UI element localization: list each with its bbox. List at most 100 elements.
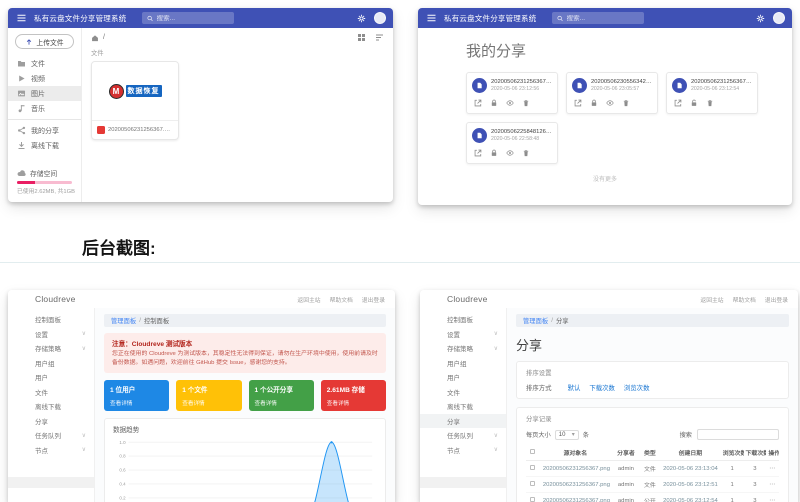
sidebar-item-shares[interactable]: 分享 — [8, 414, 94, 429]
eye-icon[interactable] — [506, 99, 514, 107]
avatar[interactable] — [374, 12, 386, 24]
share-card[interactable]: 20200506231256367.png 2020-05-06 23:12:5… — [466, 72, 558, 114]
app-title: 私有云盘文件分享管理系统 — [34, 13, 126, 24]
open-in-new-icon[interactable] — [674, 99, 682, 107]
share-card[interactable]: 20200506230556342.png 2020-05-06 23:05:5… — [566, 72, 658, 114]
table-row[interactable]: 20200506231256367.png admin 公开 2020-05-0… — [526, 493, 779, 502]
upload-button[interactable]: 上传文件 — [15, 34, 74, 49]
sidebar-item-task-queue[interactable]: 任务队列∨ — [420, 428, 506, 443]
select-all-checkbox[interactable] — [530, 449, 535, 454]
share-card[interactable]: 20200506231256367.png 2020-05-06 23:12:5… — [666, 72, 758, 114]
sort-option-downloads[interactable]: 下载次数 — [589, 383, 615, 392]
table-search-input[interactable] — [697, 429, 779, 440]
sidebar-item-task-queue[interactable]: 任务队列∨ — [8, 428, 94, 443]
stat-card-storage[interactable]: 2.61MB 存储 查看详情 — [321, 380, 386, 411]
menu-icon[interactable] — [15, 12, 28, 25]
sidebar-item-shares[interactable]: 分享 — [420, 414, 506, 429]
file-card[interactable]: M 数据恢复 20200506231256367.png — [91, 61, 179, 140]
brand-logo[interactable]: Cloudreve — [447, 294, 488, 304]
stat-card-users[interactable]: 1 位用户 查看详情 — [104, 380, 169, 411]
delete-icon[interactable] — [522, 149, 530, 157]
sort-icon[interactable] — [375, 33, 384, 42]
home-icon[interactable] — [91, 34, 99, 42]
search-input[interactable] — [157, 15, 230, 22]
avatar[interactable] — [773, 12, 785, 24]
open-in-new-icon[interactable] — [474, 99, 482, 107]
sidebar-item-offline-download[interactable]: 离线下载 — [8, 399, 94, 414]
lock-icon[interactable] — [490, 99, 498, 107]
gear-icon[interactable] — [355, 12, 368, 25]
download-icon — [17, 141, 26, 150]
delete-icon[interactable] — [522, 99, 530, 107]
table-row[interactable]: 20200506231256367.png admin 文件 2020-05-0… — [526, 477, 779, 493]
row-actions-icon[interactable]: ⋯ — [769, 482, 776, 488]
sidebar-item-offline-download[interactable]: 离线下载 — [8, 138, 81, 153]
lock-icon[interactable] — [590, 99, 598, 107]
sidebar-item-storage-policy[interactable]: 存储策略∨ — [420, 341, 506, 356]
sidebar-item-dashboard[interactable]: 控制面板 — [8, 312, 94, 327]
row-actions-icon[interactable]: ⋯ — [769, 498, 776, 502]
breadcrumb[interactable]: / — [103, 34, 105, 41]
sidebar-item-nodes[interactable]: 节点∨ — [420, 443, 506, 458]
eye-icon[interactable] — [606, 99, 614, 107]
sidebar-item-files[interactable]: 文件 — [8, 385, 94, 400]
eye-icon[interactable] — [506, 149, 514, 157]
sidebar-item-users[interactable]: 用户 — [420, 370, 506, 385]
col-type[interactable]: 类型 — [640, 445, 660, 461]
sidebar-item-groups[interactable]: 用户组 — [420, 356, 506, 371]
topbar-link-home[interactable]: 返回主站 — [297, 295, 320, 304]
row-checkbox[interactable] — [530, 465, 535, 470]
sidebar-item-files[interactable]: 文件 — [420, 385, 506, 400]
topbar-link-docs[interactable]: 帮助文档 — [733, 295, 756, 304]
sidebar-item-groups[interactable]: 用户组 — [8, 356, 94, 371]
table-row[interactable]: 20200506231256367.png admin 文件 2020-05-0… — [526, 461, 779, 477]
grid-view-icon[interactable] — [357, 33, 366, 42]
open-in-new-icon[interactable] — [474, 149, 482, 157]
open-in-new-icon[interactable] — [574, 99, 582, 107]
topbar-link-home[interactable]: 返回主站 — [700, 295, 723, 304]
col-date[interactable]: 创建日期 — [660, 445, 721, 461]
stat-card-shares[interactable]: 1 个公开分享 查看详情 — [249, 380, 314, 411]
sidebar-item-my-shares[interactable]: 我的分享 — [8, 123, 81, 138]
sidebar-item-files[interactable]: 文件 — [8, 56, 81, 71]
col-object-name[interactable]: 源对象名 — [539, 445, 612, 461]
sort-option-default[interactable]: 默认 — [568, 383, 581, 392]
sidebar-item-users[interactable]: 用户 — [8, 370, 94, 385]
page-size-select[interactable]: 10 ▾ — [555, 430, 579, 440]
row-actions-icon[interactable]: ⋯ — [769, 466, 776, 472]
sidebar-item-storage-policy[interactable]: 存储策略∨ — [8, 341, 94, 356]
unlock-icon[interactable] — [690, 99, 698, 107]
sidebar-item-offline-download[interactable]: 离线下载 — [420, 399, 506, 414]
topbar-link-logout[interactable]: 退出登录 — [362, 295, 385, 304]
breadcrumb-root[interactable]: 管理面板 — [523, 316, 548, 325]
search-box[interactable] — [142, 12, 234, 24]
delete-icon[interactable] — [706, 99, 714, 107]
sidebar-item-settings[interactable]: 设置∨ — [8, 327, 94, 342]
search-input[interactable] — [567, 15, 640, 22]
col-sharer[interactable]: 分享者 — [612, 445, 640, 461]
sidebar-item-video[interactable]: 视频 — [8, 71, 81, 86]
sidebar-item-settings[interactable]: 设置∨ — [420, 327, 506, 342]
delete-icon[interactable] — [622, 99, 630, 107]
brand-logo[interactable]: Cloudreve — [35, 294, 76, 304]
breadcrumb-root[interactable]: 管理面板 — [111, 316, 136, 325]
lock-icon[interactable] — [490, 149, 498, 157]
search-box[interactable] — [552, 12, 644, 24]
sidebar-item-music[interactable]: 音乐 — [8, 101, 81, 116]
share-card[interactable]: 20200506225848126.png 2020-05-06 22:58:4… — [466, 122, 558, 164]
topbar-link-logout[interactable]: 退出登录 — [765, 295, 788, 304]
gear-icon[interactable] — [754, 12, 767, 25]
sidebar-item-dashboard[interactable]: 控制面板 — [420, 312, 506, 327]
row-checkbox[interactable] — [530, 497, 535, 502]
menu-icon[interactable] — [425, 12, 438, 25]
sidebar-divider — [8, 119, 81, 120]
row-checkbox[interactable] — [530, 481, 535, 486]
sort-option-views[interactable]: 浏览次数 — [624, 383, 650, 392]
topbar-link-docs[interactable]: 帮助文档 — [330, 295, 353, 304]
sidebar-item-images[interactable]: 图片 — [8, 86, 81, 101]
col-views[interactable]: 浏览次数 — [721, 445, 744, 461]
svg-text:0.2: 0.2 — [119, 496, 126, 501]
sidebar-item-nodes[interactable]: 节点∨ — [8, 443, 94, 458]
stat-card-files[interactable]: 1 个文件 查看详情 — [176, 380, 241, 411]
col-downloads[interactable]: 下载次数 — [744, 445, 767, 461]
